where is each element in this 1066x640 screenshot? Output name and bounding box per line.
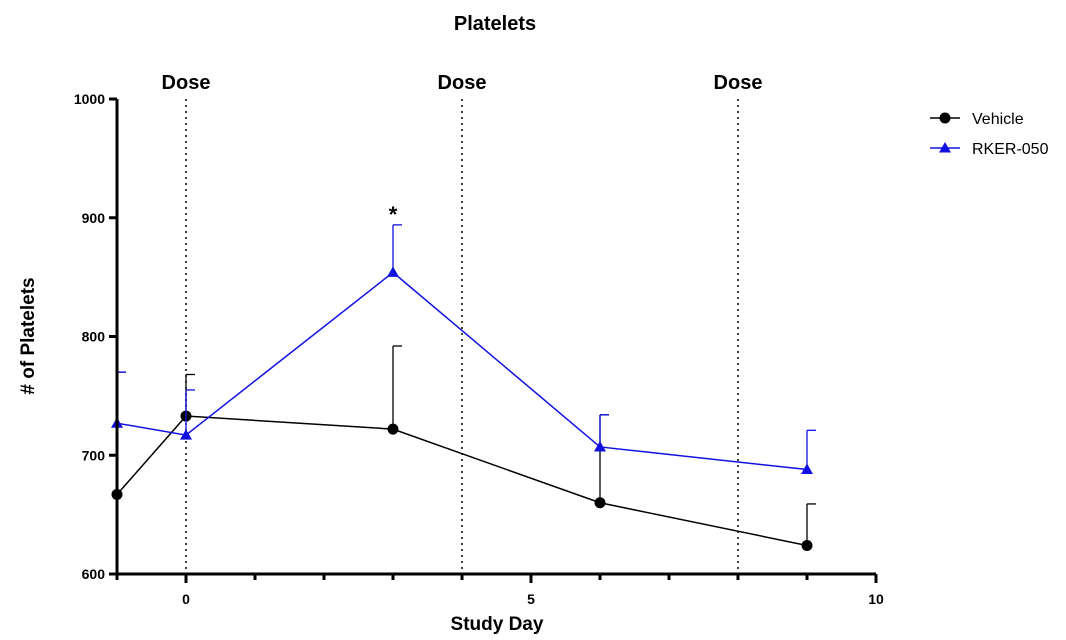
vehicle-point (801, 540, 813, 551)
y-tick-label: 600 (82, 566, 106, 582)
x-axis-label: Study Day (451, 614, 544, 635)
y-tick-label: 800 (82, 329, 106, 345)
rker-050-point (801, 463, 813, 474)
legend-label-rker-050: RKER-050 (972, 141, 1049, 158)
rker-050-point (180, 429, 192, 440)
legend-marker-vehicle (939, 112, 951, 124)
dose-label-3: Dose (714, 72, 763, 94)
x-tick-label: 10 (868, 591, 884, 607)
rker-050-point (387, 266, 399, 277)
y-tick-label: 700 (82, 447, 106, 463)
significance-star: * (389, 202, 398, 227)
legend-label-vehicle: Vehicle (972, 111, 1024, 128)
x-tick-label: 5 (527, 591, 535, 607)
x-tick-label: 0 (182, 591, 190, 607)
legend-marker-rker-050 (939, 142, 951, 153)
axes: 600 700 800 900 1000 0 5 10 (74, 91, 884, 607)
dose-label-1: Dose (162, 72, 211, 94)
chart-title: Platelets (454, 13, 536, 35)
vehicle-point (387, 423, 399, 435)
y-axis-label: # of Platelets (18, 277, 39, 394)
plot-area: Dose Dose Dose * (111, 72, 816, 574)
vehicle-point (594, 497, 606, 509)
dose-label-2: Dose (438, 72, 487, 94)
y-tick-label: 900 (82, 210, 106, 226)
rker-050-point (594, 440, 606, 452)
y-tick-label: 1000 (74, 91, 105, 107)
legend: Vehicle RKER-050 (930, 111, 1049, 158)
